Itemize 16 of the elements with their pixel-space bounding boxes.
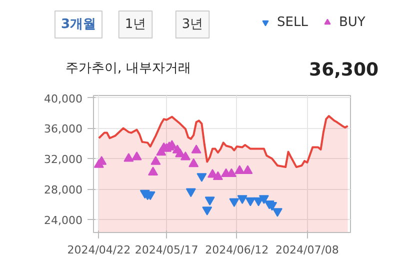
x-tick-label: 2024/05/17 — [134, 244, 198, 256]
y-tick-label: 32,000 — [44, 153, 83, 166]
text: 36,300 — [309, 60, 379, 80]
x-tick-label: 2024/07/08 — [276, 244, 339, 256]
y-tick-label: 28,000 — [44, 184, 83, 197]
text: 3년 — [182, 17, 204, 32]
chart-title: 주가추이, 내부자거래 — [66, 61, 191, 76]
y-tick-label: 24,000 — [44, 214, 83, 228]
x-tick-label: 2024/04/22 — [67, 244, 131, 256]
legend-label: SELL — [277, 14, 308, 30]
legend-label: BUY — [338, 14, 366, 30]
y-tick-label: 40,000 — [44, 92, 83, 106]
x-tick-label: 2024/06/12 — [205, 244, 269, 256]
text: 3개월 — [60, 17, 96, 32]
text: 1년 — [124, 17, 146, 32]
y-tick-label: 36,000 — [44, 122, 83, 136]
